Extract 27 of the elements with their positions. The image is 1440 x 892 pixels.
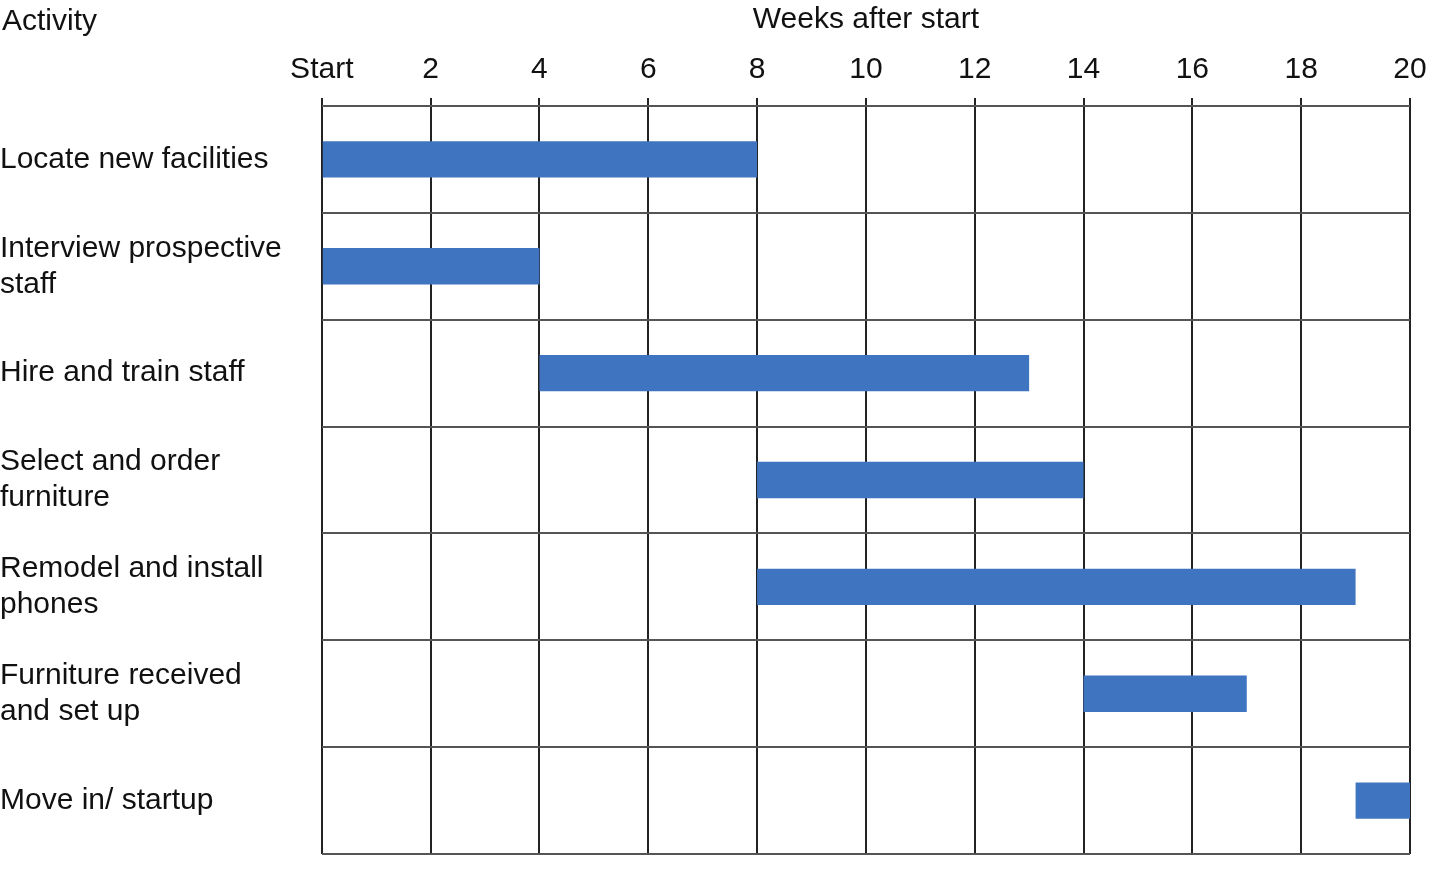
y-tick-label: Furniture received and set up (0, 656, 242, 726)
x-tick-label: 2 (422, 51, 439, 85)
bar (322, 248, 540, 285)
y-tick-label: Hire and train staff (0, 354, 246, 388)
x-tick-label: 10 (849, 51, 883, 85)
x-tick-label: 12 (958, 51, 992, 85)
y-tick-label: Select and order furniture (0, 443, 221, 513)
bar (539, 354, 1030, 392)
y-tick-label: Move in/ startup (0, 781, 214, 815)
bar (757, 461, 1084, 499)
y-axis-title: Activity (2, 3, 98, 37)
x-tick-label: 8 (748, 51, 766, 85)
bar (1355, 782, 1410, 819)
x-tick-label: Start (290, 51, 355, 85)
y-tick-label: Remodel and install phones (0, 550, 264, 620)
x-axis-title: Weeks after start (752, 1, 980, 35)
x-tick-label: 14 (1066, 51, 1101, 85)
x-tick-label: 18 (1284, 51, 1318, 85)
y-tick-label: Locate new facilities (0, 140, 269, 174)
x-tick-label: 20 (1393, 51, 1427, 85)
bar (322, 141, 758, 178)
x-tick-label: 6 (639, 51, 657, 85)
y-tick-label: Interview prospective staff (0, 229, 282, 299)
bar (1083, 675, 1247, 712)
bar (757, 568, 1356, 606)
x-tick-label: 16 (1175, 51, 1210, 85)
x-tick-label: 4 (531, 51, 548, 85)
